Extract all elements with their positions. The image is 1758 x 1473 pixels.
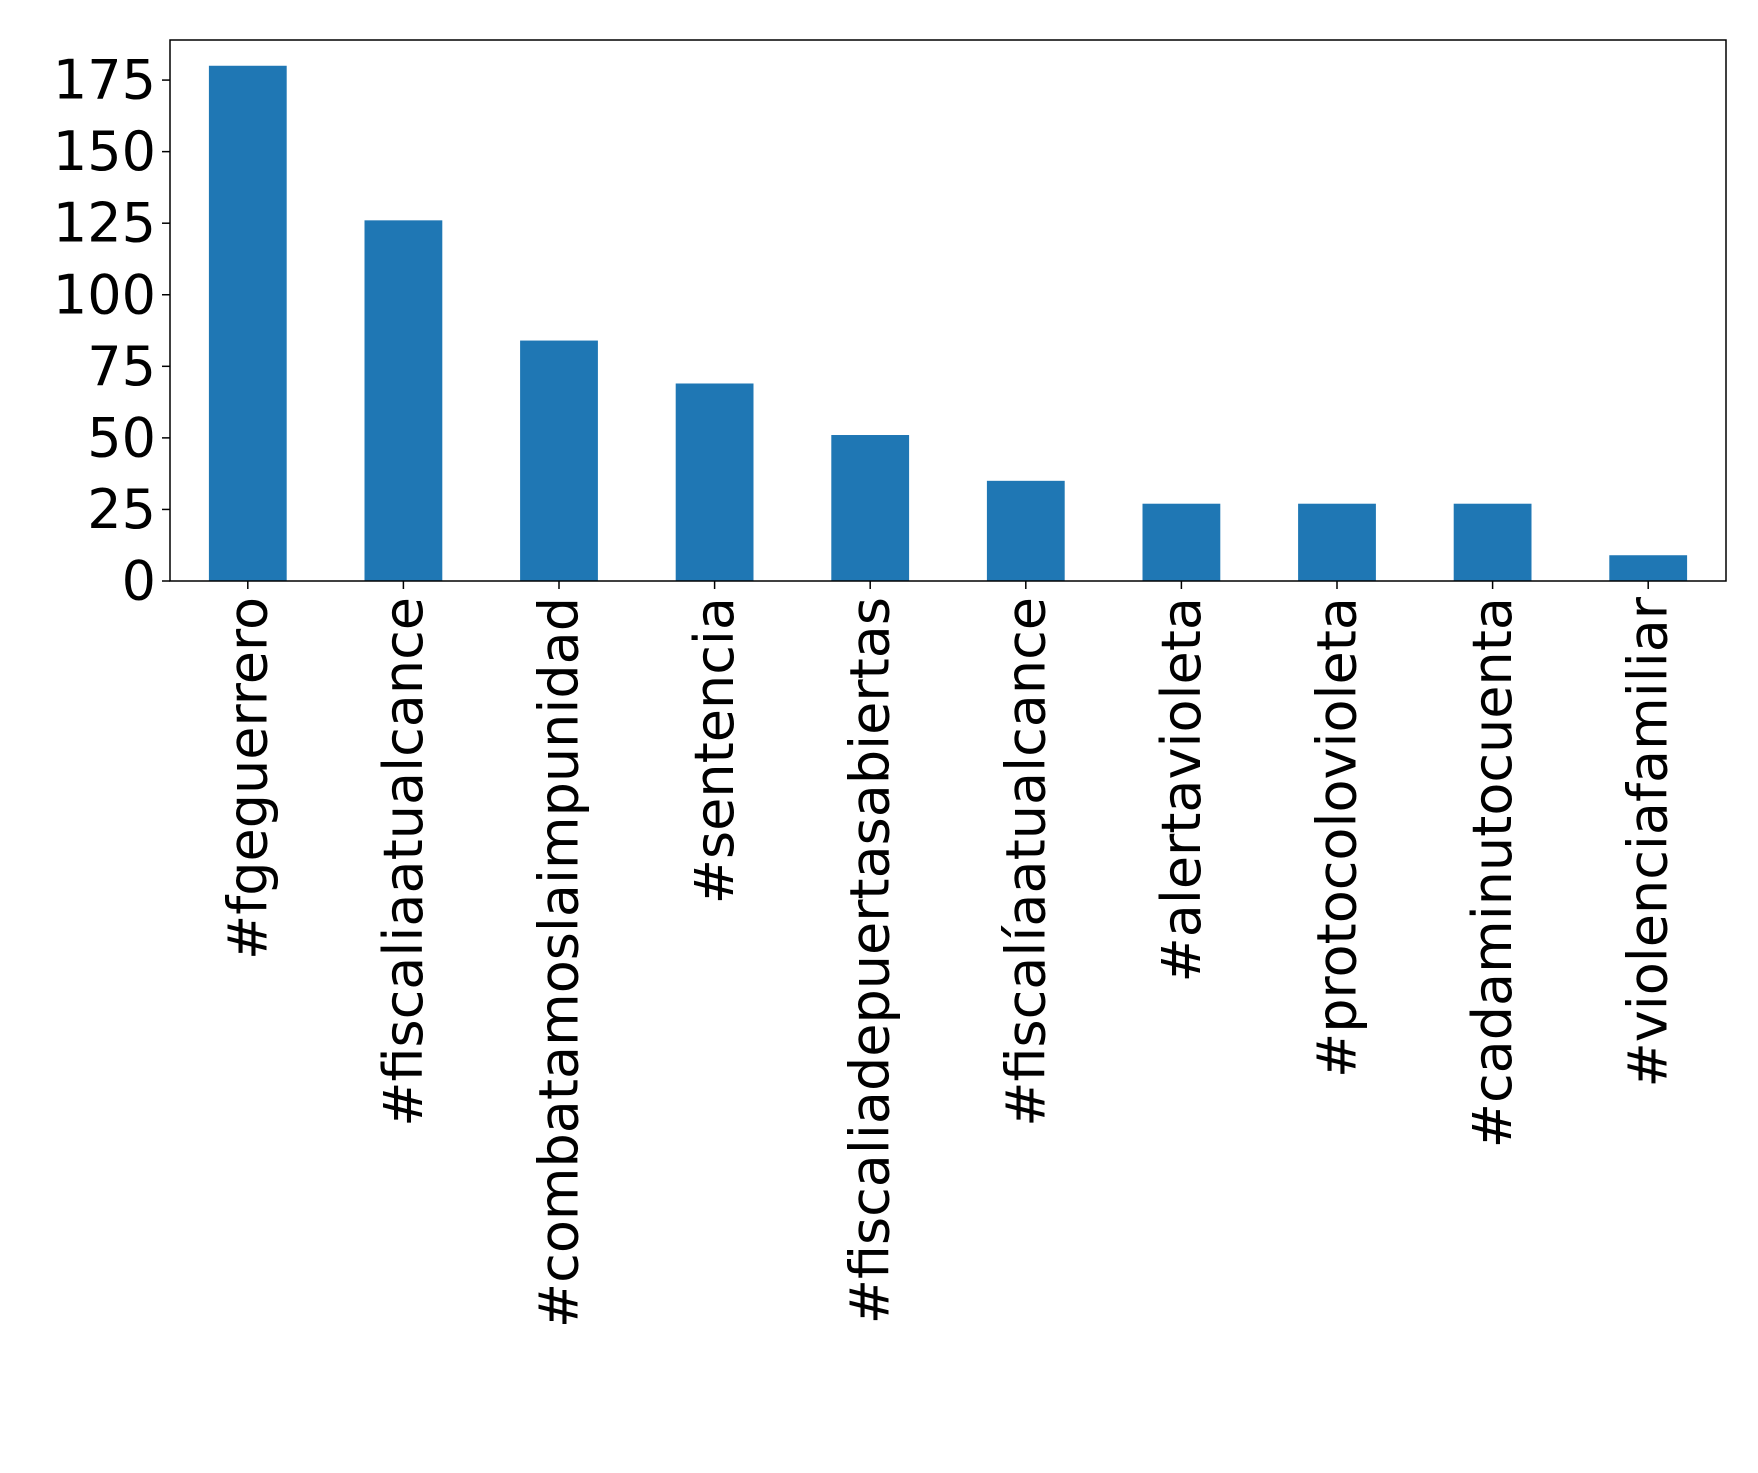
bar-8 xyxy=(1453,503,1532,581)
x-tick-label-2: #combatamoslaimpunidad xyxy=(528,597,591,1328)
bar-3 xyxy=(675,383,754,581)
x-tick-label-6: #alertavioleta xyxy=(1150,597,1213,983)
x-tick-label-3: #sentencia xyxy=(683,597,746,904)
y-tick-label-3: 75 xyxy=(87,335,156,398)
x-tick-label-0: #fgeguerrero xyxy=(216,597,279,960)
x-tick-label-9: #violenciafamiliar xyxy=(1617,596,1680,1087)
bar-1 xyxy=(364,220,443,582)
bar-9 xyxy=(1609,555,1688,581)
x-tick-label-4: #fiscaliadepuertasabiertas xyxy=(839,597,902,1324)
y-tick-label-5: 125 xyxy=(53,192,156,255)
x-tick-label-5: #fiscalíaatualcance xyxy=(994,597,1057,1127)
bar-7 xyxy=(1298,503,1376,581)
y-tick-label-4: 100 xyxy=(53,263,156,326)
y-tick-label-7: 175 xyxy=(53,49,156,112)
y-axis-ticks: 0 25 50 75 100 125 150 175 xyxy=(53,49,170,613)
x-tick-label-7: #protocolovioleta xyxy=(1306,597,1369,1078)
bar-0 xyxy=(208,65,287,581)
x-tick-label-1: #fiscaliaatualcance xyxy=(372,597,435,1127)
y-tick-label-2: 50 xyxy=(87,406,156,469)
bar-4 xyxy=(831,435,910,581)
x-axis-ticks: #fgeguerrero #fiscaliaatualcance #combatam… xyxy=(216,581,1680,1328)
bars-group xyxy=(208,65,1688,582)
bar-2 xyxy=(520,340,598,581)
y-tick-label-0: 0 xyxy=(122,550,156,613)
plot-frame xyxy=(169,39,1727,582)
x-tick-label-8: #cadaminutocuenta xyxy=(1461,597,1524,1148)
y-tick-label-6: 150 xyxy=(53,120,156,183)
y-tick-label-1: 25 xyxy=(87,478,156,541)
bar-6 xyxy=(1142,503,1221,581)
bar-5 xyxy=(986,480,1065,581)
